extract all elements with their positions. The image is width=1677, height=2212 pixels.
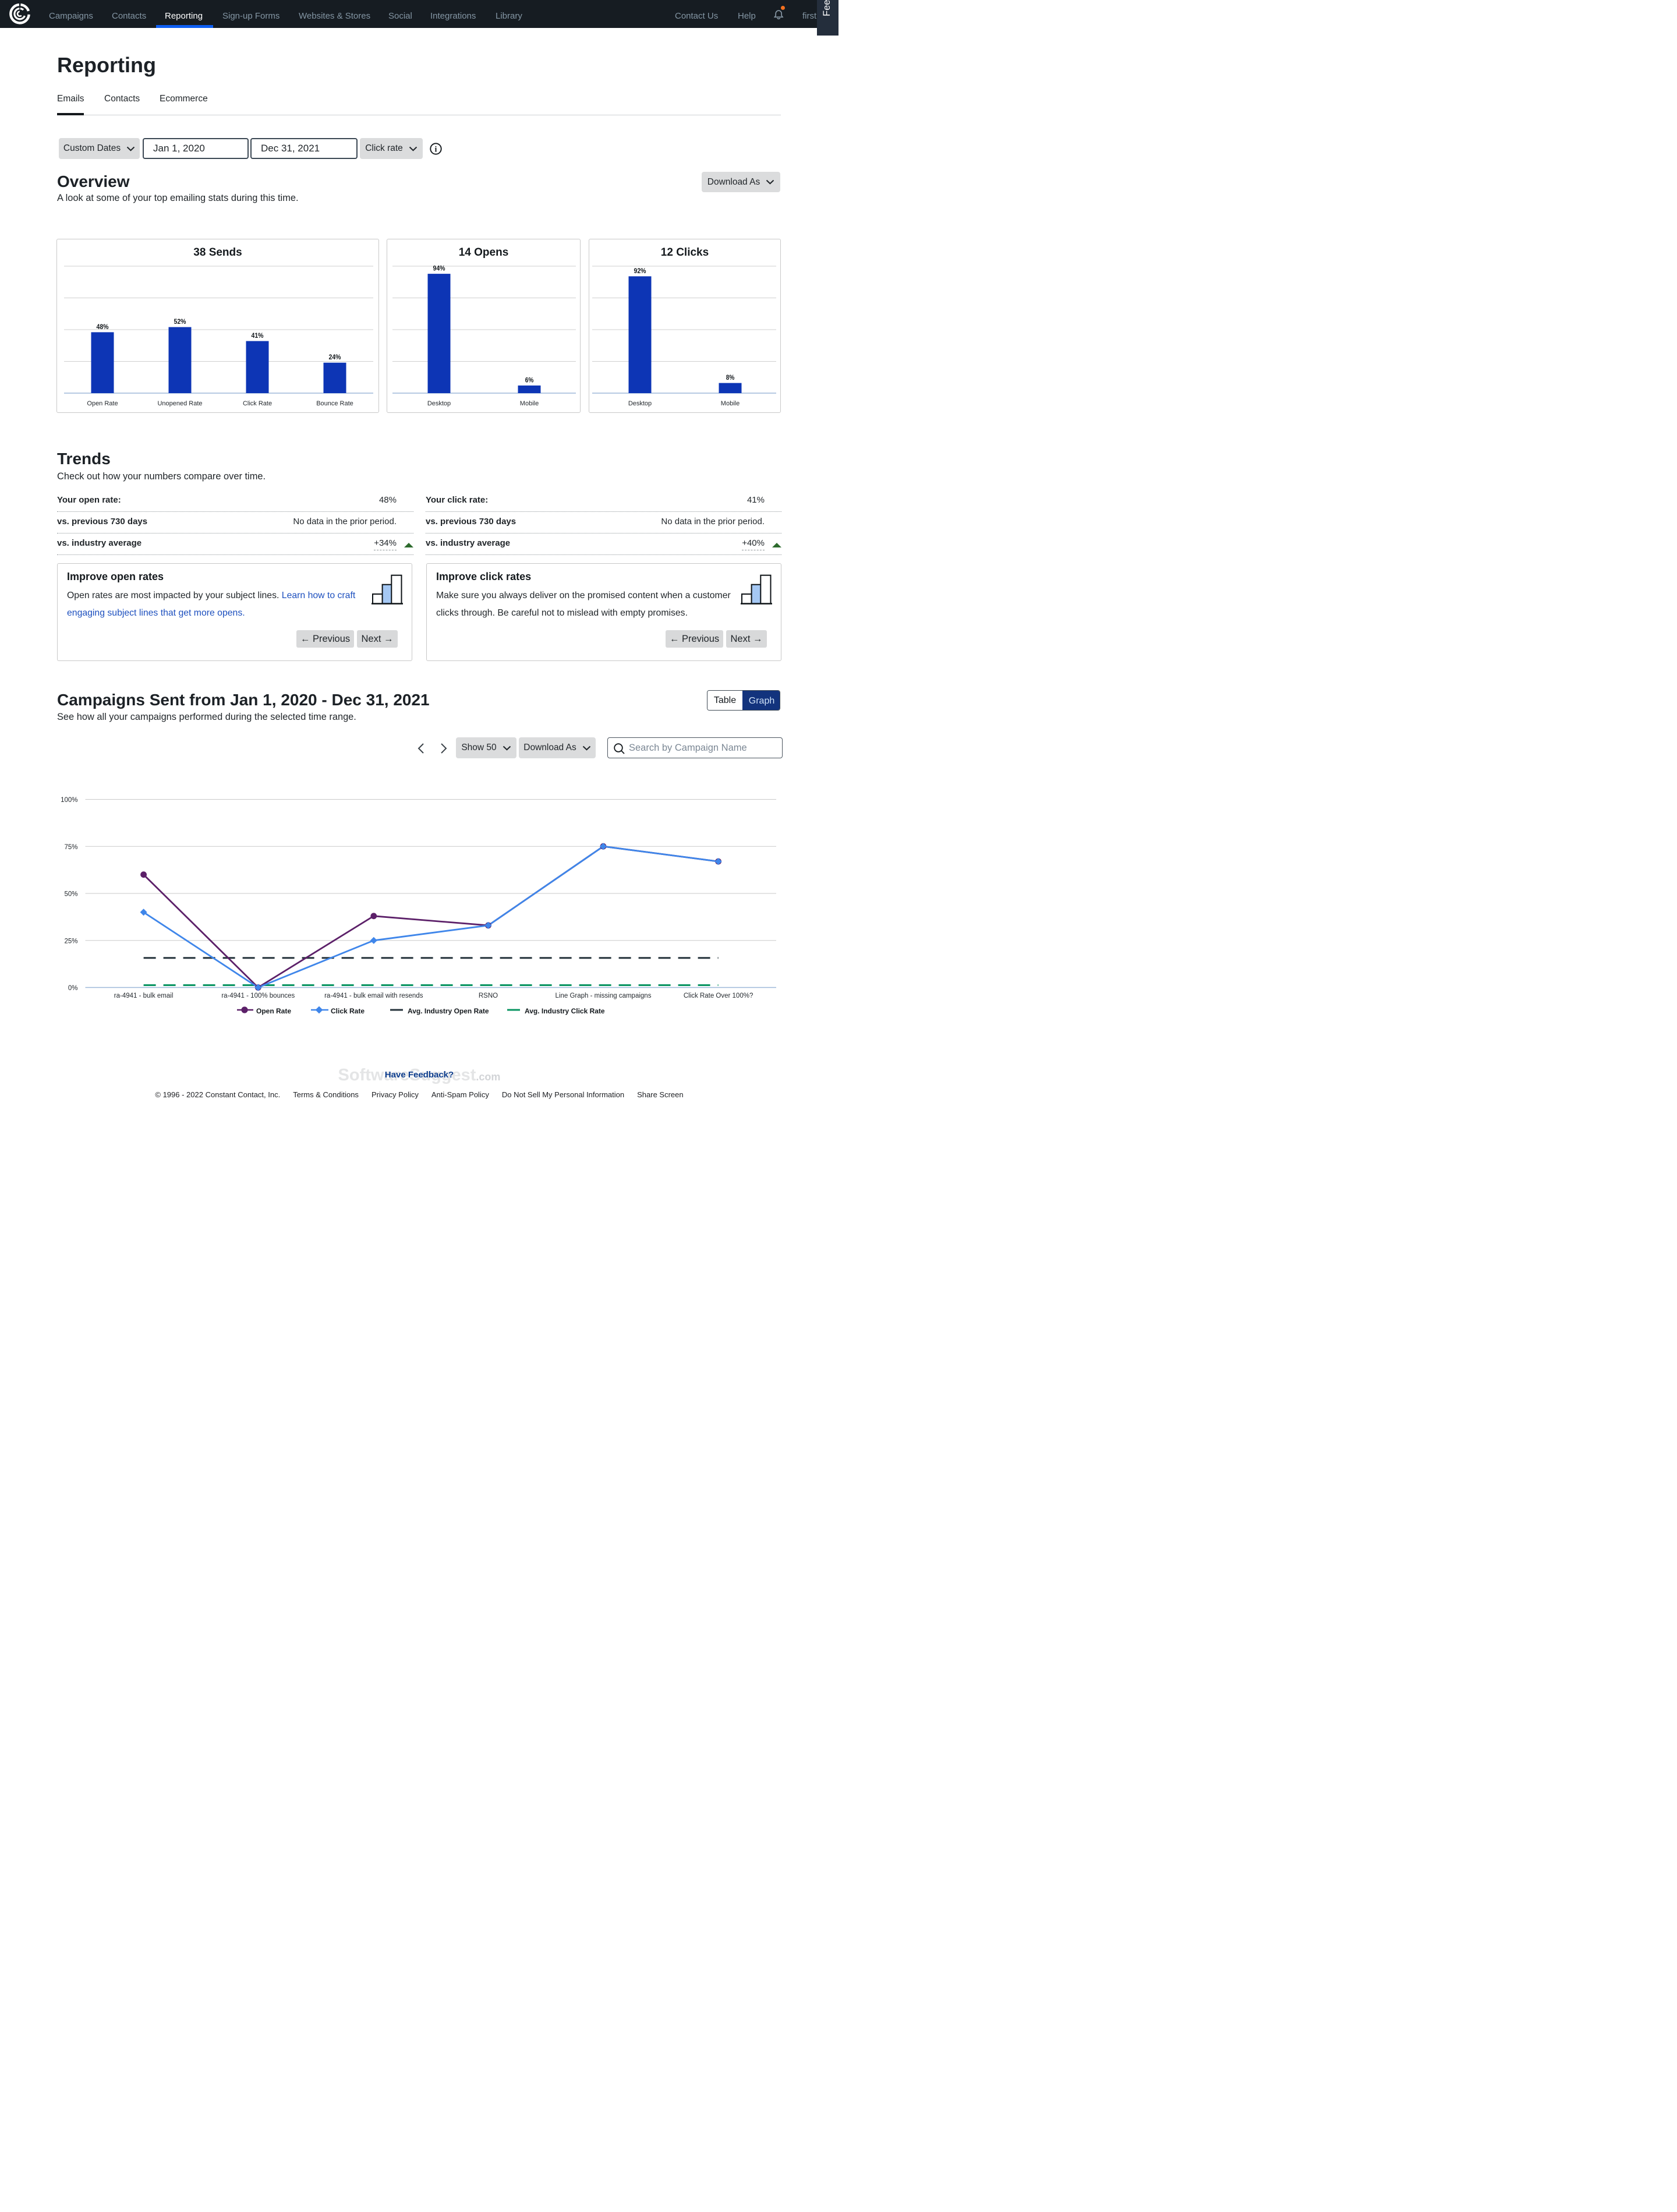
svg-text:Unopened Rate: Unopened Rate <box>157 400 202 407</box>
svg-text:Open Rate: Open Rate <box>87 400 118 407</box>
svg-text:24%: 24% <box>329 353 341 361</box>
svg-text:6%: 6% <box>525 376 534 384</box>
svg-text:Bounce Rate: Bounce Rate <box>316 400 353 407</box>
svg-text:94%: 94% <box>433 264 445 273</box>
svg-text:8%: 8% <box>726 373 735 381</box>
svg-text:i: i <box>435 146 437 154</box>
svg-text:25%: 25% <box>64 938 77 945</box>
svg-text:0%: 0% <box>68 985 78 992</box>
svg-text:75%: 75% <box>64 844 77 851</box>
svg-text:92%: 92% <box>634 267 646 275</box>
svg-text:100%: 100% <box>61 797 77 804</box>
svg-text:50%: 50% <box>64 891 77 898</box>
svg-text:Desktop: Desktop <box>628 400 652 407</box>
svg-text:52%: 52% <box>174 317 186 326</box>
svg-text:Desktop: Desktop <box>427 400 451 407</box>
svg-text:Mobile: Mobile <box>721 400 740 407</box>
svg-text:48%: 48% <box>97 323 109 331</box>
svg-text:Click Rate: Click Rate <box>243 400 272 407</box>
svg-text:Mobile: Mobile <box>520 400 539 407</box>
svg-text:41%: 41% <box>252 331 264 340</box>
